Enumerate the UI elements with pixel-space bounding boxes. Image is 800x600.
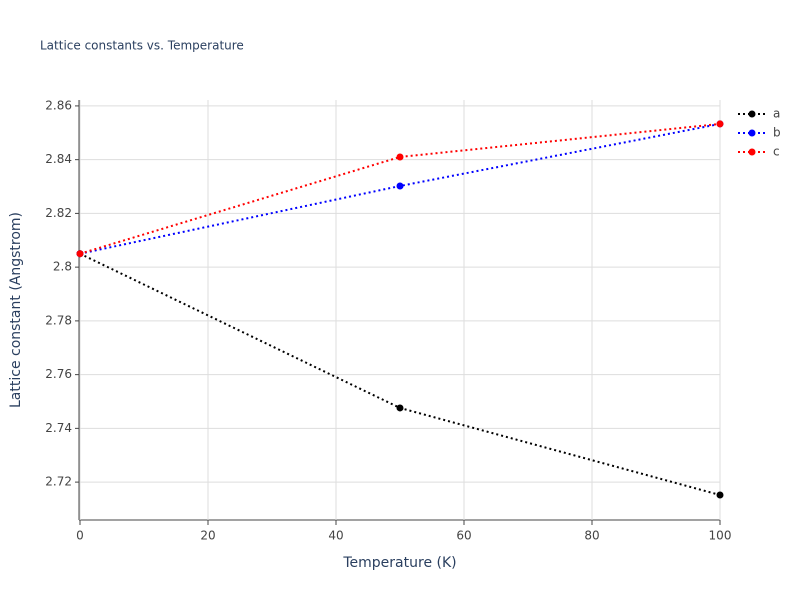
y-tick-label: 2.72 — [45, 475, 72, 489]
x-tick-label: 60 — [456, 529, 471, 543]
legend-marker — [748, 110, 756, 118]
legend-label: c — [773, 145, 780, 159]
x-tick-label: 0 — [76, 529, 84, 543]
data-point — [396, 182, 404, 190]
y-tick-label: 2.86 — [45, 98, 72, 112]
y-tick-label: 2.84 — [45, 152, 72, 166]
legend-label: b — [773, 126, 781, 140]
x-tick-label: 100 — [709, 529, 732, 543]
y-tick-label: 2.74 — [45, 421, 72, 435]
legend-marker — [748, 129, 756, 137]
data-point — [716, 491, 724, 499]
y-tick-label: 2.8 — [53, 260, 72, 274]
legend-marker — [748, 148, 756, 156]
y-tick-label: 2.82 — [45, 206, 72, 220]
x-axis-label: Temperature (K) — [342, 555, 456, 571]
y-tick-label: 2.76 — [45, 367, 72, 381]
chart-title: Lattice constants vs. Temperature — [40, 39, 244, 53]
data-point — [76, 250, 84, 258]
data-point — [396, 404, 404, 412]
x-tick-label: 20 — [200, 529, 215, 543]
x-tick-label: 40 — [328, 529, 343, 543]
y-axis-label: Lattice constant (Angstrom) — [8, 212, 24, 408]
data-point — [396, 153, 404, 161]
x-tick-label: 80 — [584, 529, 599, 543]
series-line — [79, 122, 721, 255]
y-tick-label: 2.78 — [45, 313, 72, 327]
legend-label: a — [773, 107, 780, 121]
data-point — [716, 120, 724, 128]
